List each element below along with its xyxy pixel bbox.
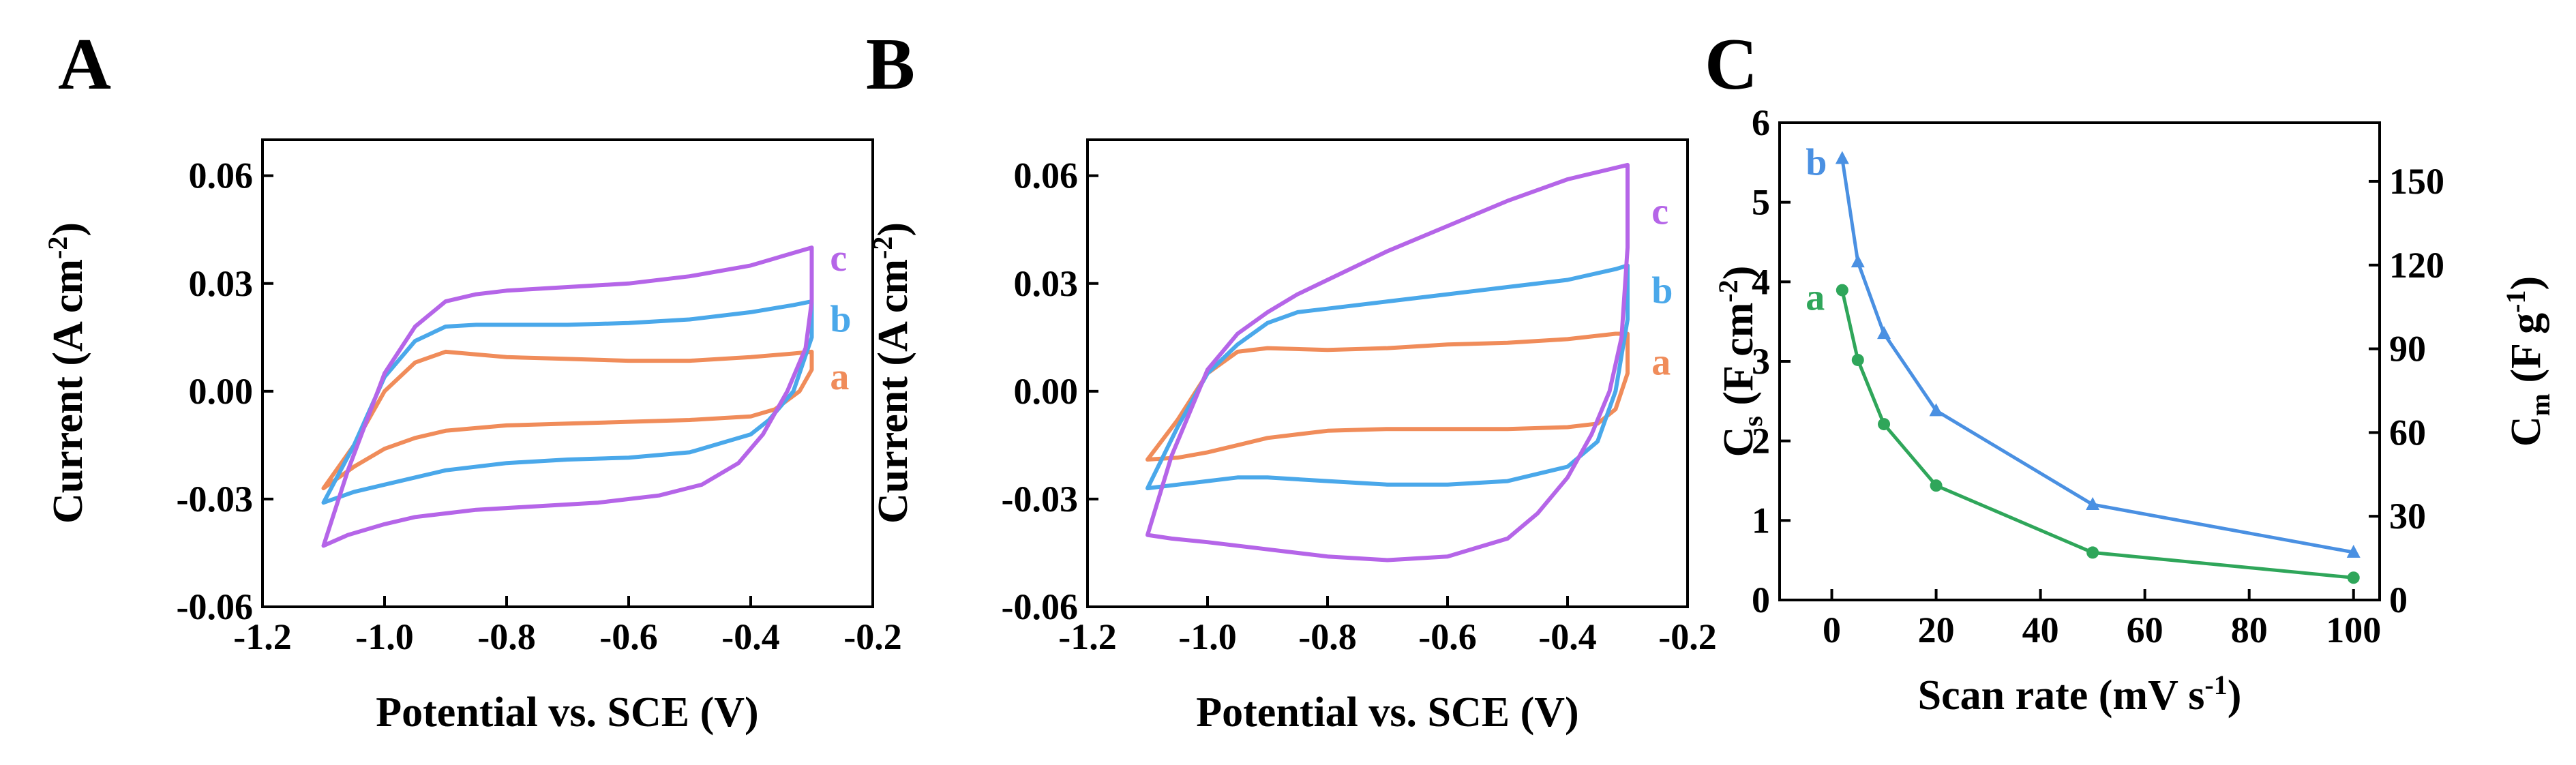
panel-b-x-axis-title: Potential vs. SCE (V) bbox=[1196, 689, 1578, 736]
panel-c-right-y-ticks: 0 30 60 90 120 150 bbox=[2369, 161, 2444, 620]
curve-label-a: a bbox=[830, 356, 849, 398]
panel-letter-a: A bbox=[58, 24, 111, 105]
data-point-a bbox=[1851, 353, 1864, 366]
x-tick-label: -0.8 bbox=[477, 616, 535, 657]
data-point-a bbox=[2347, 571, 2360, 584]
cv-curve-c bbox=[321, 245, 814, 548]
x-tick-label: -0.6 bbox=[599, 616, 657, 657]
right-y-tick-label: 150 bbox=[2389, 161, 2444, 202]
panel-b-y-axis-title: Current (A cm-2) bbox=[867, 222, 916, 524]
y-tick-label: -0.06 bbox=[177, 586, 253, 627]
left-y-tick-label: 3 bbox=[1752, 341, 1770, 382]
y-tick-label: 0.03 bbox=[189, 263, 254, 304]
panel-a-x-axis-title: Potential vs. SCE (V) bbox=[376, 689, 758, 736]
cv-curve-b bbox=[1145, 263, 1630, 491]
x-tick-label: -1.2 bbox=[233, 616, 291, 657]
x-tick-label: -1.0 bbox=[1178, 616, 1236, 657]
left-y-tick-label: 5 bbox=[1752, 182, 1770, 223]
panel-c-curves: ba bbox=[1806, 141, 2361, 584]
curve-label-a: a bbox=[1651, 342, 1671, 384]
x-tick-label: -1.2 bbox=[1058, 616, 1116, 657]
x-tick-label: -0.4 bbox=[1538, 616, 1596, 657]
x-tick-label: 80 bbox=[2231, 610, 2268, 650]
right-y-tick-label: 90 bbox=[2389, 329, 2426, 370]
panel-b: B -1.2 -1.0 -0.8 -0.6 -0.4 -0.2 -0.06 -0.03 0.0… bbox=[866, 24, 1717, 736]
x-tick-label: 40 bbox=[2022, 610, 2059, 650]
x-tick-label: 0 bbox=[1823, 610, 1841, 650]
panel-c-x-ticks: 0 20 40 60 80 100 bbox=[1823, 589, 2381, 650]
left-y-tick-label: 4 bbox=[1752, 261, 1770, 302]
curve-label-c: c bbox=[830, 237, 847, 280]
right-y-tick-label: 0 bbox=[2389, 580, 2408, 620]
panel-a-y-ticks: -0.06 -0.03 0.00 0.03 0.06 bbox=[177, 155, 273, 627]
panel-b-plot-frame bbox=[1086, 138, 1689, 608]
x-tick-label: 60 bbox=[2127, 610, 2163, 650]
data-point-b bbox=[2346, 545, 2361, 558]
y-tick-label: -0.06 bbox=[1002, 586, 1078, 627]
right-y-tick-label: 30 bbox=[2389, 496, 2426, 537]
panel-letter-c: C bbox=[1705, 24, 1758, 105]
right-y-tick-label: 120 bbox=[2389, 245, 2444, 286]
data-point-b bbox=[2086, 497, 2100, 510]
data-point-a bbox=[1836, 284, 1848, 297]
cv-curve-a bbox=[321, 349, 814, 491]
y-tick-label: 0.00 bbox=[189, 371, 254, 412]
series-line-b bbox=[1840, 158, 2354, 554]
panel-a-x-ticks: -1.2 -1.0 -0.8 -0.6 -0.4 -0.2 bbox=[233, 596, 902, 657]
data-point-b bbox=[1835, 151, 1849, 164]
y-tick-label: 0.03 bbox=[1014, 263, 1079, 304]
data-point-b bbox=[1877, 326, 1891, 340]
left-y-tick-label: 1 bbox=[1752, 500, 1770, 541]
data-point-b bbox=[1851, 254, 1865, 268]
panel-c-left-y-axis-title: Cs (F cm-2) bbox=[1713, 266, 1768, 457]
panel-b-y-ticks: -0.06 -0.03 0.00 0.03 0.06 bbox=[1002, 155, 1098, 627]
panel-a-plot-frame bbox=[261, 138, 874, 608]
x-tick-label: -0.6 bbox=[1418, 616, 1476, 657]
y-tick-label: 0.00 bbox=[1014, 371, 1079, 412]
x-tick-label: 100 bbox=[2326, 610, 2381, 650]
right-y-tick-label: 60 bbox=[2389, 412, 2426, 453]
cv-curve-c bbox=[1145, 162, 1630, 562]
panel-c-plot-frame bbox=[1778, 121, 2381, 601]
x-tick-label: -1.0 bbox=[355, 616, 413, 657]
panel-a-y-axis-title: Current (A cm-2) bbox=[42, 222, 91, 524]
panel-a-curves: abc bbox=[321, 237, 852, 548]
y-tick-label: -0.03 bbox=[1002, 479, 1078, 520]
cv-curve-b bbox=[321, 299, 814, 505]
panel-c-x-axis-title: Scan rate (mV s-1) bbox=[1918, 670, 2242, 719]
data-point-a bbox=[1930, 479, 1943, 492]
data-point-a bbox=[1878, 418, 1891, 431]
x-tick-label: -0.2 bbox=[843, 616, 901, 657]
curve-label-b: b bbox=[830, 298, 851, 340]
y-tick-label: 0.06 bbox=[1014, 155, 1079, 196]
cv-curve-a bbox=[1145, 331, 1630, 462]
panel-letter-b: B bbox=[866, 24, 915, 105]
data-point-a bbox=[2086, 546, 2099, 559]
x-tick-label: -0.2 bbox=[1658, 616, 1716, 657]
x-tick-label: 20 bbox=[1918, 610, 1955, 650]
panel-c-right-y-axis-title: Cm (F g-1) bbox=[2500, 276, 2556, 447]
x-tick-label: -0.8 bbox=[1298, 616, 1356, 657]
series-label-b: b bbox=[1806, 141, 1827, 183]
data-point-b bbox=[1929, 403, 1943, 417]
y-tick-label: -0.03 bbox=[177, 479, 253, 520]
curve-label-b: b bbox=[1651, 269, 1673, 312]
left-y-tick-label: 0 bbox=[1752, 580, 1770, 620]
panel-c-left-y-ticks: 0 1 2 3 4 5 6 bbox=[1752, 102, 1791, 620]
x-tick-label: -0.4 bbox=[721, 616, 779, 657]
panel-b-x-ticks: -1.2 -1.0 -0.8 -0.6 -0.4 -0.2 bbox=[1058, 596, 1717, 657]
left-y-tick-label: 6 bbox=[1752, 102, 1770, 143]
curve-label-c: c bbox=[1651, 190, 1668, 232]
left-y-tick-label: 2 bbox=[1752, 421, 1770, 462]
y-tick-label: 0.06 bbox=[189, 155, 254, 196]
panel-a: A -1.2 -1.0 -0.8 -0.6 -0.4 -0.2 -0.06 -0.03 0.0… bbox=[42, 24, 902, 736]
series-line-a bbox=[1840, 290, 2354, 580]
panel-b-curves: abc bbox=[1145, 162, 1673, 562]
series-label-a: a bbox=[1806, 277, 1825, 319]
